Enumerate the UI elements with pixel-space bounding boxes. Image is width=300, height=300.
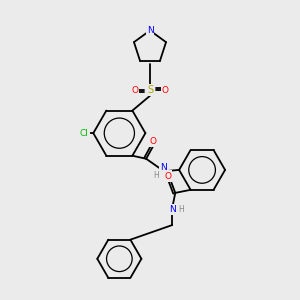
Text: S: S	[147, 85, 153, 95]
Text: H: H	[178, 205, 184, 214]
Text: H: H	[153, 171, 159, 180]
Text: N: N	[160, 164, 167, 172]
Text: Cl: Cl	[80, 129, 88, 138]
Text: N: N	[169, 205, 175, 214]
Text: O: O	[149, 137, 156, 146]
Text: O: O	[164, 172, 171, 181]
Text: O: O	[162, 86, 169, 95]
Text: N: N	[147, 26, 153, 35]
Text: O: O	[131, 86, 138, 95]
